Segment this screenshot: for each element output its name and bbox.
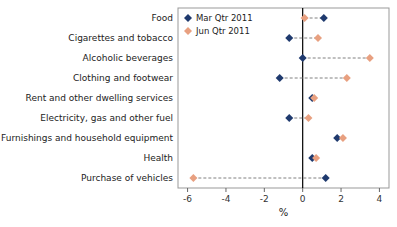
- x-tick: [187, 188, 188, 192]
- x-tick: [302, 188, 303, 192]
- x-tick-label: 4: [377, 194, 383, 204]
- point: [310, 94, 318, 102]
- point: [301, 14, 309, 22]
- point: [285, 34, 293, 42]
- category-label: Furnishings and household equipment: [1, 133, 173, 143]
- x-tick-label: -6: [183, 194, 192, 204]
- legend-marker: [184, 14, 192, 22]
- point: [304, 114, 312, 122]
- x-tick-label: -2: [260, 194, 269, 204]
- point: [366, 54, 374, 62]
- x-axis-label: %: [279, 207, 289, 218]
- category-label: Clothing and footwear: [73, 73, 173, 83]
- x-tick: [379, 188, 380, 192]
- zero-line: [302, 8, 303, 188]
- x-tick: [341, 188, 342, 192]
- point: [276, 74, 284, 82]
- x-tick: [264, 188, 265, 192]
- point: [299, 54, 307, 62]
- legend-label: Mar Qtr 2011: [196, 13, 253, 23]
- category-label: Electricity, gas and other fuel: [40, 113, 173, 123]
- point: [312, 154, 320, 162]
- category-label: Food: [151, 13, 173, 23]
- category-label: Alcoholic beverages: [83, 53, 174, 63]
- point: [339, 134, 347, 142]
- connector: [303, 58, 370, 59]
- x-axis: -6 -4 -2 0 2 4: [183, 188, 382, 204]
- category-label: Purchase of vehicles: [81, 173, 173, 183]
- plot-frame: [178, 8, 389, 188]
- legend: Mar Qtr 2011 Jun Qtr 2011: [184, 13, 253, 36]
- x-tick: [225, 188, 226, 192]
- point: [189, 174, 197, 182]
- legend-label: Jun Qtr 2011: [195, 26, 250, 36]
- connector: [280, 78, 347, 79]
- connector: [289, 38, 318, 39]
- point: [320, 14, 328, 22]
- x-tick-label: -4: [221, 194, 230, 204]
- category-label: Cigarettes and tobacco: [68, 33, 173, 43]
- category-label: Rent and other dwelling services: [26, 93, 174, 103]
- y-axis: Food Cigarettes and tobacco Alcoholic beve…: [1, 13, 173, 183]
- legend-marker: [184, 27, 192, 35]
- point: [285, 114, 293, 122]
- point: [343, 74, 351, 82]
- point: [314, 34, 322, 42]
- connector: [193, 178, 325, 179]
- chart-container: -6 -4 -2 0 2 4% Food Cigarettes and tobacco Alco…: [0, 0, 397, 227]
- point: [322, 174, 330, 182]
- category-label: Health: [143, 153, 173, 163]
- x-tick-label: 0: [300, 194, 306, 204]
- x-tick-label: 2: [338, 194, 344, 204]
- chart-svg: -6 -4 -2 0 2 4% Food Cigarettes and tobacco Alco…: [0, 0, 397, 227]
- marks: [189, 14, 373, 182]
